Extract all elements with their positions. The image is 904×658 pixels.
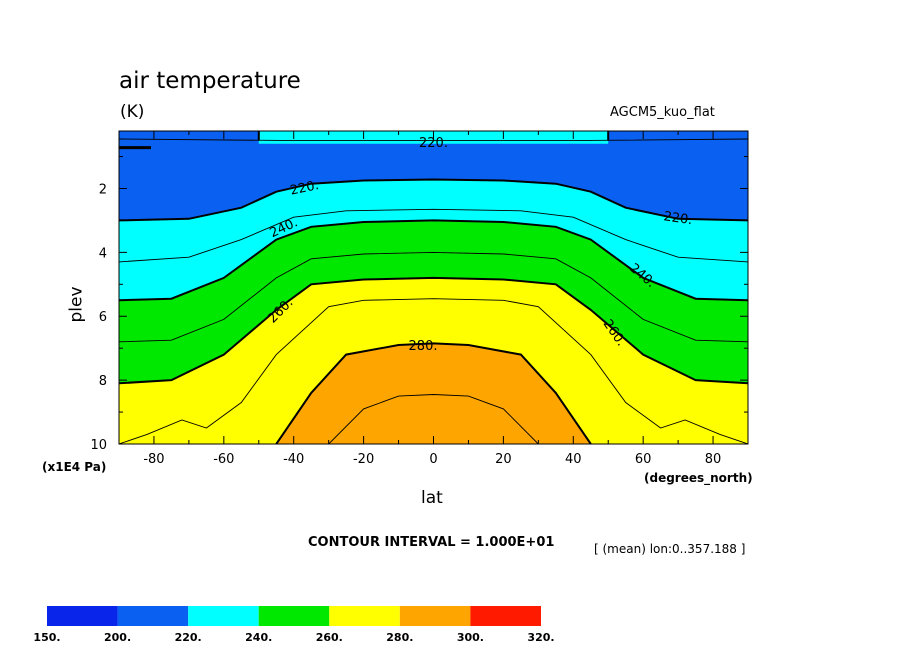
contour-line-270 [119, 298, 748, 444]
contour-label: 220. [663, 209, 694, 228]
contour-line-240 [119, 219, 748, 302]
contour-interval-text: CONTOUR INTERVAL = 1.000E+01 [308, 535, 555, 550]
colorbar-swatch [258, 606, 330, 626]
colorbar-swatch [399, 606, 471, 626]
x-tick-label: 0 [429, 452, 437, 467]
colorbar-swatch [47, 606, 118, 626]
contour-fill-layer [119, 131, 748, 444]
x-axis-unit: (degrees_north) [644, 471, 753, 485]
colorbar-swatch [188, 606, 259, 626]
y-tick-label: 2 [99, 182, 107, 197]
contour-line-250 [119, 251, 748, 343]
y-tick-label: 8 [99, 374, 107, 389]
contour-line-290 [328, 394, 539, 444]
colorbar-label: 200. [104, 631, 131, 644]
contour-label: 220. [289, 178, 320, 199]
fill-band-280-300 [276, 343, 591, 444]
contour-line-260 [119, 276, 748, 385]
contour-line-220 [119, 178, 748, 222]
model-label: AGCM5_kuo_flat [610, 105, 715, 120]
x-tick-label: 20 [495, 452, 512, 467]
colorbar-label: 280. [386, 631, 413, 644]
contour-label: 220. [419, 136, 448, 151]
contour-line-230 [119, 208, 748, 263]
y-tick-label: 4 [99, 246, 107, 261]
colorbar-swatch [470, 606, 541, 626]
y-tick-label: 10 [90, 438, 107, 453]
colorbar-label: 260. [316, 631, 343, 644]
x-tick-label: -20 [353, 452, 374, 467]
colorbar-label: 300. [457, 631, 484, 644]
chart-title: air temperature [119, 68, 301, 94]
colorbar-label: 240. [245, 631, 272, 644]
colorbar-swatch [329, 606, 400, 626]
colorbar-label: 150. [33, 631, 60, 644]
mean-text: [ (mean) lon:0..357.188 ] [594, 542, 746, 556]
contour-line-210 [119, 138, 748, 142]
x-tick-label: -80 [143, 452, 164, 467]
units-label: (K) [120, 102, 145, 122]
colorbar-label: 320. [527, 631, 554, 644]
colorbar-swatch [117, 606, 189, 626]
contour-line-280 [275, 342, 592, 444]
x-tick-label: 80 [705, 452, 722, 467]
contour-label: 280. [409, 339, 438, 354]
x-tick-label: 60 [635, 452, 652, 467]
x-tick-label: -40 [283, 452, 304, 467]
x-tick-label: -60 [213, 452, 234, 467]
y-axis-unit: (x1E4 Pa) [42, 460, 107, 474]
x-tick-label: 40 [565, 452, 582, 467]
colorbar-label: 220. [175, 631, 202, 644]
y-axis-label: plev [66, 286, 87, 323]
x-axis-label: lat [421, 488, 443, 508]
y-tick-label: 6 [99, 310, 107, 325]
